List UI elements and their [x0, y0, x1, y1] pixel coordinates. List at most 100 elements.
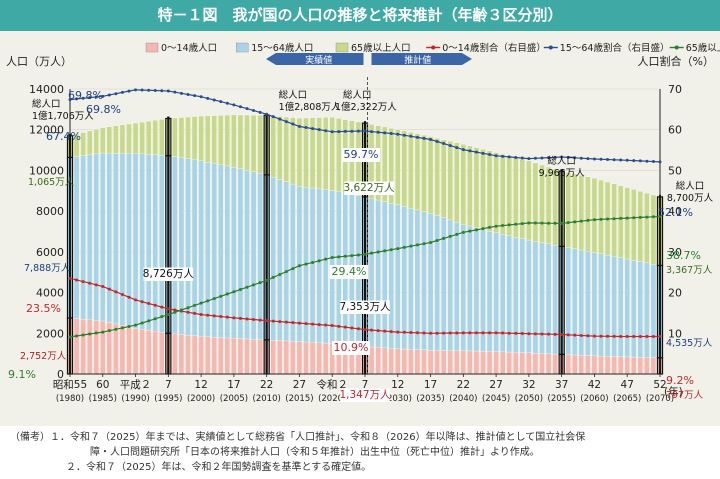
x-tick-label: 47 — [621, 379, 634, 391]
bar-young-2043 — [480, 351, 486, 375]
line-young-pct-point — [219, 315, 223, 319]
bar-young-2027 — [375, 347, 381, 375]
line-working-pct-point — [337, 130, 341, 134]
line-working-pct-point — [160, 89, 164, 93]
total-2055-label: 総人口 — [547, 155, 576, 167]
line-working-pct-point — [422, 136, 426, 140]
line-working-pct-point — [638, 159, 642, 163]
line-young-pct-point — [304, 322, 308, 326]
line-elderly-pct-point — [422, 242, 426, 246]
line-working-pct-point — [284, 120, 288, 124]
bar-elderly-2019 — [322, 117, 329, 190]
legend-label: 65歳以上割合（右目盛） — [686, 42, 720, 54]
bar-elderly-2067 — [637, 191, 644, 262]
line-elderly-pct-point — [579, 219, 583, 223]
bar-young-2002 — [211, 337, 217, 375]
line-young-pct-point — [409, 331, 413, 335]
left-tick-label: 10000 — [29, 164, 64, 177]
line-elderly-pct-point — [304, 262, 308, 266]
line-young-pct-point — [474, 331, 478, 335]
legend-swatch-marker — [674, 45, 679, 50]
line-young-pct-point — [402, 330, 406, 334]
bar-elderly-2005 — [231, 114, 237, 168]
x-tick-sublabel: (2015) — [285, 394, 313, 404]
line-young-pct-point — [560, 333, 564, 337]
bar-working-2002 — [211, 163, 217, 338]
line-working-pct-point — [494, 154, 498, 158]
bar-elderly-2059 — [585, 176, 591, 252]
line-young-pct-point — [317, 323, 321, 327]
line-elderly-pct-point — [370, 251, 374, 255]
line-working-pct-point — [389, 132, 393, 136]
line-young-pct-point — [540, 332, 544, 336]
line-elderly-pct-point — [166, 313, 170, 317]
bar-elderly-2032 — [408, 132, 414, 209]
line-working-pct-point — [311, 127, 315, 131]
line-working-pct-point — [540, 156, 544, 160]
line-young-pct-point — [114, 290, 118, 294]
bar-elderly-1988 — [119, 124, 126, 154]
line-elderly-pct-point — [592, 218, 596, 222]
bar-working-2029 — [388, 202, 394, 349]
line-young-pct-point — [206, 313, 210, 317]
line-elderly-pct-point — [94, 331, 98, 335]
note-1-text-a: 令和７（2025）年までは、実績値として総務省「人口推計」、令和８（2026）年… — [70, 432, 586, 443]
bar-working-2014 — [290, 183, 296, 342]
line-young-pct-point — [553, 332, 557, 336]
line-working-pct-point — [291, 122, 295, 126]
line-young-pct-point — [140, 300, 144, 304]
bar-elderly-2040 — [460, 144, 467, 225]
bar-elderly-2053 — [545, 166, 552, 244]
line-young-pct-point — [232, 316, 236, 320]
bar-elderly-1994 — [159, 119, 165, 156]
line-elderly-pct-point — [68, 335, 72, 339]
x-tick-sublabel: (2010) — [253, 394, 281, 404]
pct-elderly-2025-bg — [329, 265, 369, 279]
bar-young-2048 — [513, 352, 519, 375]
line-young-pct-point — [81, 280, 85, 284]
bar-young-2047 — [506, 351, 512, 375]
right-tick-label: 60 — [668, 124, 682, 137]
line-young-pct-point — [547, 332, 551, 336]
young-2025-value-bg — [340, 388, 390, 402]
bar-elderly-2045 — [493, 152, 499, 233]
line-elderly-pct-point — [291, 267, 295, 271]
line-working-pct-point — [153, 89, 157, 93]
line-working-pct-point — [212, 98, 216, 102]
line-elderly-pct-point — [507, 223, 511, 227]
x-tick-label: 令和２ — [316, 378, 348, 391]
bar-working-2069 — [650, 264, 657, 358]
x-tick-label: 7 — [362, 379, 369, 391]
bar-working-2062 — [604, 254, 611, 357]
bar-young-2037 — [440, 350, 447, 375]
x-tick-sublabel: (2000) — [187, 394, 215, 404]
line-elderly-pct-point — [474, 228, 478, 232]
bar-young-2007 — [244, 338, 250, 375]
x-tick-label: 37 — [555, 379, 568, 391]
line-working-pct-point — [507, 155, 511, 159]
bar-working-1996 — [172, 156, 178, 335]
line-working-pct-point — [127, 89, 131, 93]
line-working-pct-point — [166, 89, 170, 93]
bar-elderly-2003 — [218, 115, 224, 165]
line-working-pct-point — [186, 92, 190, 96]
bar-young-1989 — [126, 326, 132, 375]
x-tick-sublabel: (2070) — [646, 394, 674, 404]
left-tick-label: 6000 — [36, 246, 64, 259]
legend-swatch — [335, 42, 349, 53]
x-tick-label: 12 — [194, 379, 207, 391]
line-working-pct-point — [304, 126, 308, 130]
bar-young-2059 — [585, 355, 591, 375]
line-elderly-pct-point — [258, 281, 262, 285]
legend-swatch — [235, 42, 249, 53]
x-tick-sublabel: (2045) — [482, 394, 510, 404]
bar-young-2040 — [460, 350, 467, 375]
line-young-pct-point — [632, 335, 636, 339]
bar-young-1999 — [191, 335, 198, 375]
x-tick-sublabel: (2060) — [580, 394, 608, 404]
bar-working-2018 — [316, 188, 322, 343]
line-working-pct-point — [376, 130, 380, 134]
total-1980-label: 総人口 — [32, 98, 61, 110]
bar-elderly-2041 — [467, 145, 473, 227]
line-elderly-pct-point — [619, 216, 623, 220]
